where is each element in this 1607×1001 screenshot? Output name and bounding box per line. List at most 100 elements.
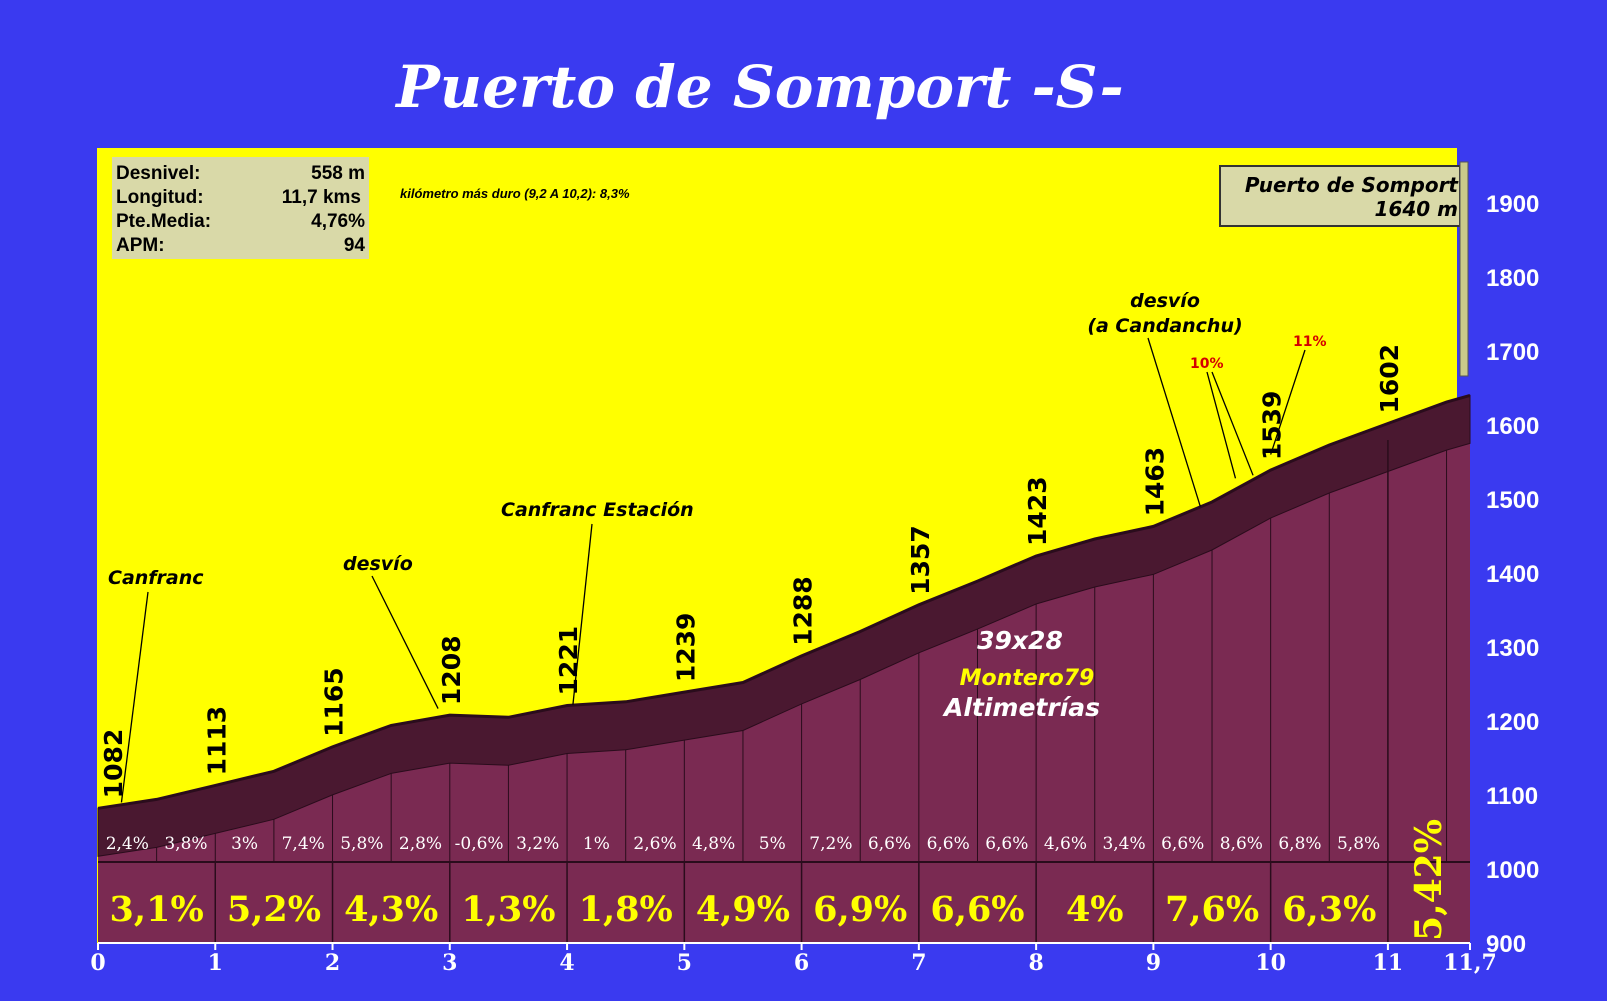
elevation-label: 1463 <box>1140 447 1169 517</box>
stats-box: Desnivel: 558 m Longitud: 11,7 kms Pte.M… <box>112 157 369 259</box>
y-tick-label: 1900 <box>1486 191 1539 218</box>
stat-value-pendiente: 4,76% <box>311 211 365 232</box>
stat-value-longitud: 11,7 kms <box>282 187 361 208</box>
annotation-a-candanchu: (a Candanchu) <box>1087 315 1242 337</box>
half-km-gradient-label: 3,2% <box>516 834 559 854</box>
half-km-gradient-label: 8,6% <box>1220 834 1263 854</box>
half-km-gradient-label: 5% <box>759 834 786 854</box>
x-tick-label: 9 <box>1146 950 1161 976</box>
half-km-gradient-label: 4,6% <box>1044 834 1087 854</box>
elevation-label: 1602 <box>1375 344 1404 414</box>
half-km-gradient-label: 3,8% <box>164 834 207 854</box>
credit-site: Altimetrías <box>942 693 1100 722</box>
y-tick-label: 1800 <box>1486 265 1539 292</box>
km-gradient-label: 6,3% <box>1282 889 1376 930</box>
km-gradient-label: 4,3% <box>344 889 438 930</box>
gradient-bands: 2,4% 3,8% 3% 7,4% 5,8% 2,8% -0,6% 3,2% 1% 2,6% 4,8… <box>98 440 1470 943</box>
total-gradient-label: 5,42% <box>1408 819 1450 941</box>
annotation-desvio: desvío <box>343 553 413 575</box>
y-tick-label: 1600 <box>1486 413 1539 440</box>
km-gradient-label: 3,1% <box>110 889 204 930</box>
x-tick-label: 0 <box>90 950 105 976</box>
x-tick-label: 8 <box>1028 950 1043 976</box>
km-gradient-label: 1,8% <box>579 889 673 930</box>
half-km-gradient-label: 2,4% <box>106 834 149 854</box>
elevation-label: 1288 <box>789 576 818 646</box>
y-tick-label: 1000 <box>1486 857 1539 884</box>
credit-author: Montero79 <box>960 666 1095 691</box>
leader-10a <box>1206 371 1237 479</box>
annotation-canfranc-estacion: Canfranc Estación <box>501 499 694 521</box>
half-km-gradient-label: 7,2% <box>809 834 852 854</box>
y-tick-label: 1500 <box>1486 487 1539 514</box>
summit-altitude: 1640 m <box>1375 197 1458 221</box>
stat-label-pendiente: Pte.Media: <box>116 211 211 232</box>
leader-candanchu <box>1147 337 1201 507</box>
chart-title: Puerto de Somport -S- <box>394 53 1123 121</box>
x-tick-label: 6 <box>794 950 809 976</box>
summit-pole <box>1459 161 1469 377</box>
elevation-label: 1221 <box>554 626 583 696</box>
km-gradient-label: 4% <box>1066 889 1124 930</box>
elevation-label: 1208 <box>437 635 466 705</box>
km-gradient-label: 6,9% <box>813 889 907 930</box>
credit-gear: 39x28 <box>977 626 1063 655</box>
half-km-gradient-label: -0,6% <box>455 834 504 854</box>
half-km-gradient-label: 6,6% <box>985 834 1028 854</box>
elevation-label: 1113 <box>202 706 231 776</box>
x-tick-label: 4 <box>559 950 574 976</box>
x-tick-label: 11 <box>1373 950 1404 976</box>
stat-value-desnivel: 558 m <box>311 163 365 184</box>
half-km-gradient-label: 2,8% <box>399 834 442 854</box>
half-km-gradient-label: 5,8% <box>1337 834 1380 854</box>
leader-canfranc <box>120 591 149 803</box>
half-km-gradient-label: 6,6% <box>927 834 970 854</box>
leader-11 <box>1270 349 1306 455</box>
x-tick-label: 2 <box>325 950 340 976</box>
x-tick-label: 3 <box>442 950 457 976</box>
x-tick-label: 1 <box>208 950 223 976</box>
leader-10b <box>1211 371 1254 476</box>
y-tick-label: 900 <box>1486 931 1526 958</box>
elevation-label: 1539 <box>1258 391 1287 461</box>
half-km-gradient-label: 3,4% <box>1102 834 1145 854</box>
place-annotations: Canfranc desvío Canfranc Estación desvío… <box>108 290 1327 803</box>
profile-line <box>97 393 1471 810</box>
elevation-label: 1239 <box>671 613 700 683</box>
annotation-canfranc: Canfranc <box>108 567 204 589</box>
summit-name: Puerto de Somport <box>1245 173 1460 197</box>
stat-label-desnivel: Desnivel: <box>116 163 200 184</box>
y-axis: 900 1000 1100 1200 1300 1400 1500 1600 1700 1800 1… <box>1486 191 1539 958</box>
elevation-labels: 1082 1113 1165 1208 1221 1239 1288 1357 1423 1463… <box>99 344 1404 798</box>
km-gradient-label: 6,6% <box>930 889 1024 930</box>
x-tick-label: 11,7 <box>1443 950 1497 976</box>
km-dividers <box>156 450 1448 862</box>
half-km-gradient-label: 6,8% <box>1278 834 1321 854</box>
stat-label-apm: APM: <box>116 235 165 256</box>
y-tick-label: 1700 <box>1486 339 1539 366</box>
half-km-gradient-label: 4,8% <box>692 834 735 854</box>
y-tick-label: 1200 <box>1486 709 1539 736</box>
y-tick-label: 1400 <box>1486 561 1539 588</box>
x-tick-label: 10 <box>1255 950 1286 976</box>
half-km-gradient-label: 7,4% <box>282 834 325 854</box>
elevation-label: 1357 <box>906 525 935 595</box>
credits: 39x28 Montero79 Altimetrías <box>942 626 1100 722</box>
y-tick-label: 1300 <box>1486 635 1539 662</box>
half-km-gradient-label: 1% <box>583 834 610 854</box>
elevation-label: 1082 <box>99 729 128 799</box>
leader-desvio <box>371 575 439 709</box>
half-km-gradient-label: 3% <box>231 834 258 854</box>
half-km-gradient-label: 2,6% <box>633 834 676 854</box>
elevation-label: 1423 <box>1023 476 1052 546</box>
x-axis: 0 1 2 3 4 5 6 7 8 9 10 11 11,7 <box>90 942 1497 976</box>
annotation-desvio-candanchu: desvío <box>1130 290 1200 312</box>
x-tick-label: 5 <box>677 950 692 976</box>
km-gradient-label: 5,2% <box>227 889 321 930</box>
km-gradient-label: 4,9% <box>696 889 790 930</box>
half-km-gradient-label: 6,6% <box>868 834 911 854</box>
x-tick-label: 7 <box>911 950 926 976</box>
hardest-km-note: kilómetro más duro (9,2 A 10,2): 8,3% <box>400 186 630 201</box>
profile-area <box>97 393 1471 862</box>
